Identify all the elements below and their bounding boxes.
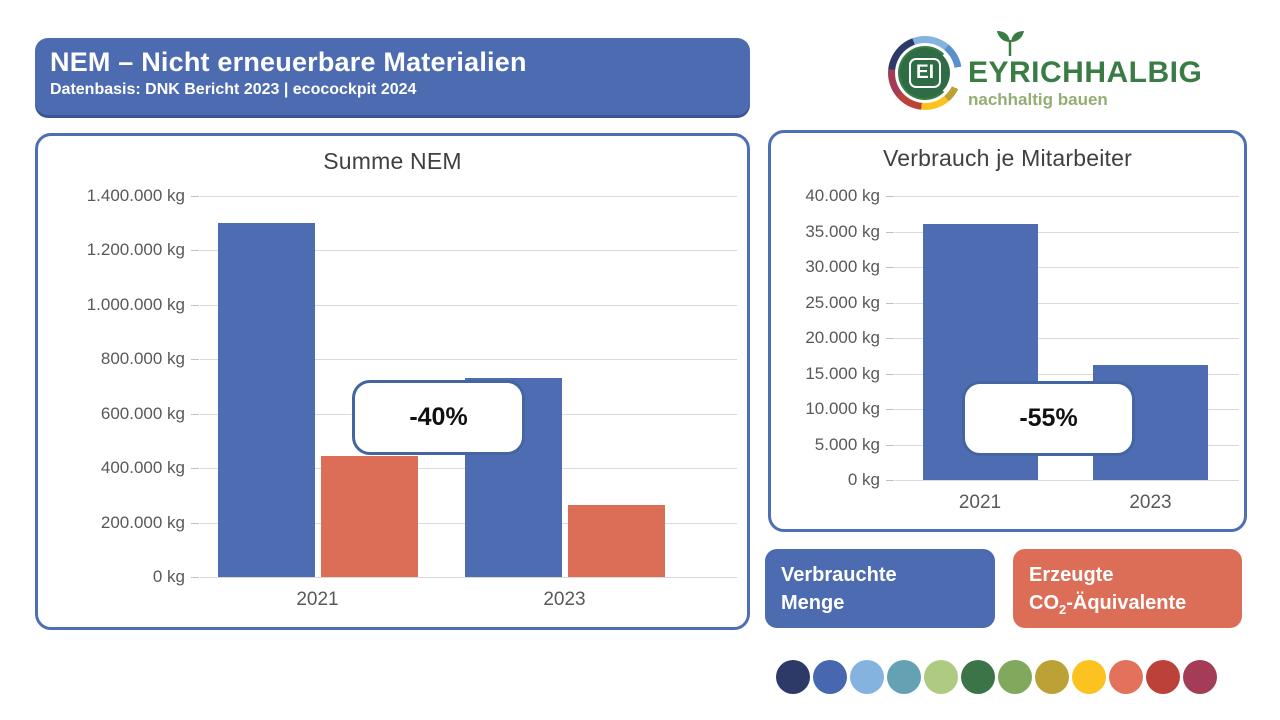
legend-line1: Verbrauchte: [781, 564, 897, 586]
legend-line2: CO2-Äquivalente: [1029, 592, 1187, 617]
y-axis-tick-label: 25.000 kg: [805, 292, 880, 312]
chart-title-verbrauch: Verbrauch je Mitarbeiter: [883, 145, 1132, 171]
y-axis-tick-label: 20.000 kg: [805, 328, 880, 347]
y-axis-tick-label: 200.000 kg: [100, 512, 185, 532]
y-axis-tick-label: 30.000 kg: [805, 257, 880, 276]
y-axis-tick-label: 35.000 kg: [805, 221, 880, 241]
header-banner: NEM – Nicht erneuerbare Materialien Date…: [35, 38, 750, 115]
y-axis-tick-label: 400.000 kg: [100, 458, 185, 478]
gridline: [191, 196, 737, 197]
gridline: [886, 231, 1239, 233]
y-axis-tick-label: 800.000 kg: [100, 349, 185, 369]
gridline: [886, 267, 1239, 268]
legend-verbrauchte-menge: Verbrauchte Menge: [765, 549, 995, 628]
annotation-minus-55: -55%: [962, 381, 1135, 456]
logo-text: EYRICHHALBIG nachhaltig bauen: [968, 31, 1203, 110]
palette-dot: [961, 660, 995, 694]
y-axis-tick-label: 15.000 kg: [805, 363, 880, 383]
annotation-minus-40: -40%: [352, 380, 525, 455]
company-logo: EI EYRICHHALBIG nachhaltig bauen: [888, 31, 1228, 116]
y-axis-tick-label: 1.200.000 kg: [86, 240, 185, 260]
page-title: NEM – Nicht erneuerbare Materialien: [50, 47, 527, 77]
palette-dot: [924, 660, 958, 694]
gridline: [886, 302, 1239, 304]
palette-dot: [1183, 660, 1217, 694]
logo-emblem-icon: EI: [888, 36, 962, 110]
palette-dot: [776, 660, 810, 694]
palette-dot: [1109, 660, 1143, 694]
gridline: [191, 359, 737, 361]
palette-dot: [1072, 660, 1106, 694]
y-axis-tick-label: 40.000 kg: [805, 186, 880, 205]
x-axis-tick-label: 2023: [543, 589, 586, 610]
plot-summe-nem: 1.400.000 kg 1.200.000 kg 1.000.000 kg 800.…: [87, 186, 737, 610]
bar-2021-erzeugte: [320, 455, 418, 577]
y-axis-tick-label: 1.400.000 kg: [86, 186, 185, 205]
gridline: [191, 250, 737, 252]
page-subtitle: Datenbasis: DNK Bericht 2023 | ecocockpi…: [50, 81, 417, 99]
chart-card-verbrauch-je-mitarbeiter: Verbrauch je Mitarbeiter 40.000 kg 35.000…: [768, 130, 1247, 532]
palette-dot: [850, 660, 884, 694]
bar-2023-erzeugte: [567, 504, 665, 577]
leaf-icon: [997, 31, 1024, 56]
palette-dot: [887, 660, 921, 694]
y-axis-tick-label: 10.000 kg: [805, 399, 880, 418]
legend-erzeugte-co2: Erzeugte CO2-Äquivalente: [1013, 549, 1242, 628]
gridline: [886, 373, 1239, 375]
chart-title-summe-nem: Summe NEM: [323, 148, 462, 174]
palette-dot: [998, 660, 1032, 694]
gridline: [886, 480, 1239, 481]
gridline: [886, 338, 1239, 339]
logo-company-name: EYRICHHALBIG: [968, 56, 1203, 89]
y-axis-tick-label: 1.000.000 kg: [86, 294, 185, 314]
palette-dot: [813, 660, 847, 694]
bar-2021-verbrauchte: [217, 223, 315, 577]
logo-tagline: nachhaltig bauen: [968, 90, 1108, 109]
gridline: [886, 196, 1239, 197]
palette-dot: [1146, 660, 1180, 694]
palette-dot: [1035, 660, 1069, 694]
x-axis-tick-label: 2021: [958, 492, 1002, 513]
x-axis-tick-label: 2023: [1129, 492, 1172, 513]
x-axis-tick-label: 2021: [296, 589, 339, 610]
y-axis-tick-label: 5.000 kg: [814, 434, 880, 454]
gridline: [191, 577, 737, 578]
chart-card-summe-nem: Summe NEM 1.400.000 kg 1.200.000 kg 1.000.…: [35, 133, 750, 630]
color-palette-dots: [776, 660, 1217, 694]
legend-line1: Erzeugte: [1029, 564, 1114, 586]
y-axis-tick-label: 0 kg: [847, 470, 880, 489]
legend-line2: Menge: [781, 592, 845, 614]
gridline: [191, 304, 737, 306]
y-axis-tick-label: 600.000 kg: [100, 403, 185, 423]
logo-monogram: EI: [909, 58, 941, 88]
logo-disc: EI: [900, 48, 950, 98]
y-axis-tick-label: 0 kg: [152, 567, 185, 586]
